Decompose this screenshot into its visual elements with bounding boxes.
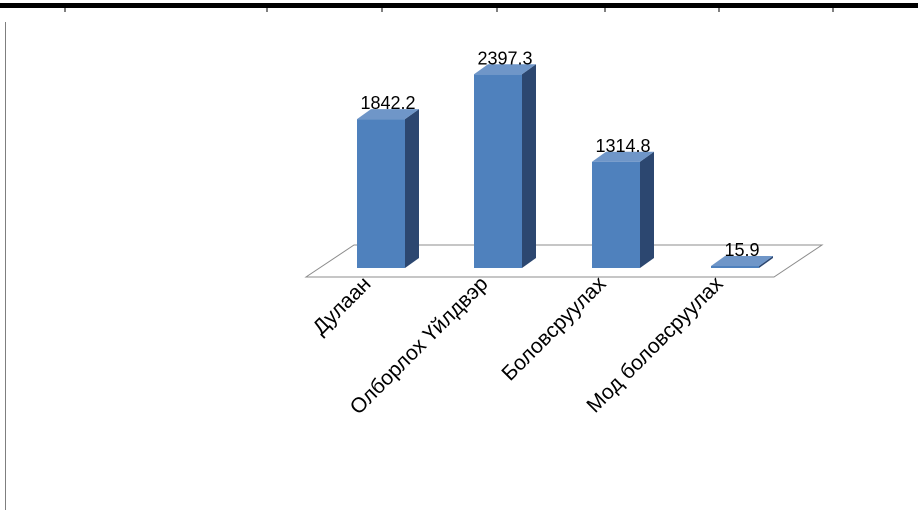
document-top-rule bbox=[0, 3, 918, 12]
bar bbox=[592, 151, 654, 268]
bar-front bbox=[711, 266, 759, 268]
bar-front bbox=[474, 74, 522, 268]
bars bbox=[357, 64, 773, 268]
bar bbox=[474, 64, 536, 268]
bar-front bbox=[592, 161, 640, 268]
data-label: 1842.2 bbox=[360, 93, 415, 113]
bar bbox=[357, 109, 419, 268]
bar-side bbox=[640, 151, 654, 268]
bar-side bbox=[522, 64, 536, 268]
bar-front bbox=[357, 119, 405, 268]
category-label: Дулаан bbox=[308, 272, 375, 339]
bar bbox=[711, 256, 773, 268]
bar-side bbox=[405, 109, 419, 268]
data-label: 15.9 bbox=[724, 240, 759, 260]
bar-top bbox=[592, 151, 654, 162]
category-label: Боловсруулах bbox=[497, 272, 610, 385]
bar-top bbox=[711, 256, 773, 266]
bar-top bbox=[474, 64, 536, 75]
chart-frame-left-border bbox=[5, 22, 6, 510]
chart-floor bbox=[304, 244, 824, 278]
data-label: 1314.8 bbox=[595, 136, 650, 156]
data-labels: 1842.2 2397.3 1314.8 15.9 bbox=[360, 48, 759, 260]
bar-side bbox=[759, 256, 773, 268]
data-label: 2397.3 bbox=[477, 48, 532, 68]
bar-top bbox=[357, 109, 419, 120]
